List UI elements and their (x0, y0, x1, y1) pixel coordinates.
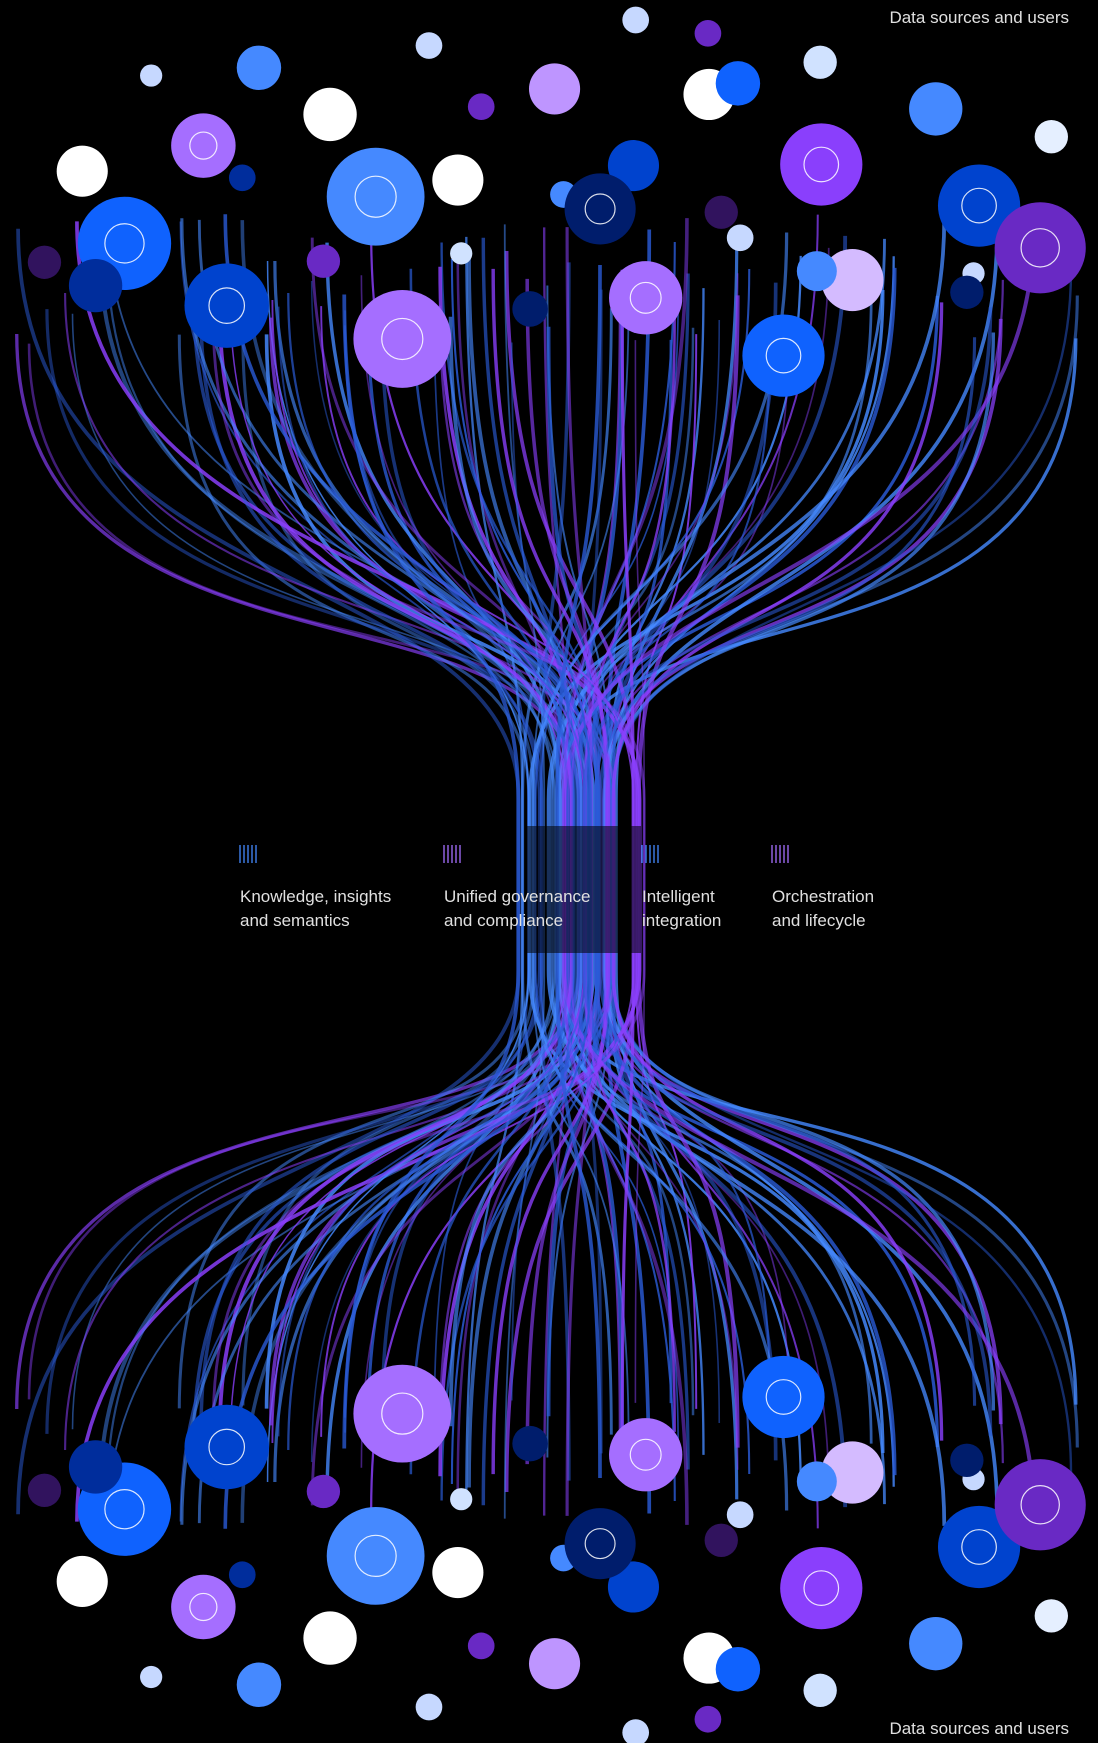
bubble (742, 1356, 824, 1438)
bubble (950, 1444, 983, 1477)
bubble (327, 1507, 425, 1605)
bubble (512, 1426, 548, 1462)
bubble (742, 315, 824, 397)
bubble (432, 1547, 483, 1598)
bubble (184, 263, 268, 347)
capability-label: Knowledge, insights (240, 887, 391, 906)
bubble (780, 123, 862, 205)
bubble (780, 1547, 862, 1629)
bubble (716, 1647, 760, 1691)
bubble (950, 276, 983, 309)
bubble (450, 242, 472, 264)
bubble (353, 1365, 451, 1463)
bubble (909, 82, 962, 135)
bubble (432, 154, 483, 205)
bubble (803, 1674, 836, 1707)
bubble (28, 246, 61, 279)
bubble (803, 46, 836, 79)
bubble (307, 244, 340, 277)
bubble (716, 61, 760, 105)
bubble (450, 1488, 472, 1510)
bubble (797, 1461, 837, 1501)
bottom-label: Data sources and users (889, 1719, 1069, 1738)
bubble (695, 20, 722, 47)
illustration: Knowledge, insights and semantics Unified … (0, 0, 1098, 1743)
bubble (307, 1475, 340, 1508)
bubble (28, 1474, 61, 1507)
bubble (327, 148, 425, 246)
bubble (705, 1524, 738, 1557)
bubble (512, 291, 548, 327)
bubble (171, 1575, 235, 1639)
bubble (622, 7, 649, 34)
bubble (353, 290, 451, 388)
bubble (1035, 120, 1068, 153)
page: Knowledge, insights and semantics Unified … (0, 0, 1098, 1743)
bubble (171, 113, 235, 177)
bubble (695, 1706, 722, 1733)
bubble (609, 261, 682, 334)
bubble (1035, 1599, 1068, 1632)
bubble (237, 1663, 281, 1707)
bubble (416, 1694, 443, 1721)
bubble (237, 46, 281, 90)
bubble (69, 259, 122, 312)
bubble (529, 1638, 580, 1689)
bubble (57, 146, 108, 197)
bubble (69, 1440, 122, 1493)
bubble (468, 1633, 495, 1660)
capability-label: Unified governance (444, 887, 590, 906)
capability-label: integration (642, 911, 721, 930)
bubble (229, 1561, 256, 1588)
bubble (705, 196, 738, 229)
bubble (229, 164, 256, 191)
bubble (995, 202, 1086, 293)
bubble (303, 1611, 356, 1664)
bubble (529, 63, 580, 114)
bubble (565, 173, 636, 244)
bubble (416, 32, 443, 59)
bubble (57, 1556, 108, 1607)
bubble (140, 64, 162, 86)
capability-label: and semantics (240, 911, 350, 930)
bubble (184, 1405, 268, 1489)
bubble (609, 1418, 682, 1491)
bubble (797, 251, 837, 291)
bubble (727, 1501, 754, 1528)
capability-label: and lifecycle (772, 911, 866, 930)
bubble (468, 93, 495, 120)
bubble (727, 224, 754, 251)
capability-label: Orchestration (772, 887, 874, 906)
capability-label: and compliance (444, 911, 563, 930)
bubble (909, 1617, 962, 1670)
bubble (140, 1666, 162, 1688)
bubble (303, 88, 356, 141)
top-label: Data sources and users (889, 8, 1069, 27)
bubble (995, 1459, 1086, 1550)
capability-label: Intelligent (642, 887, 715, 906)
bubble (565, 1508, 636, 1579)
